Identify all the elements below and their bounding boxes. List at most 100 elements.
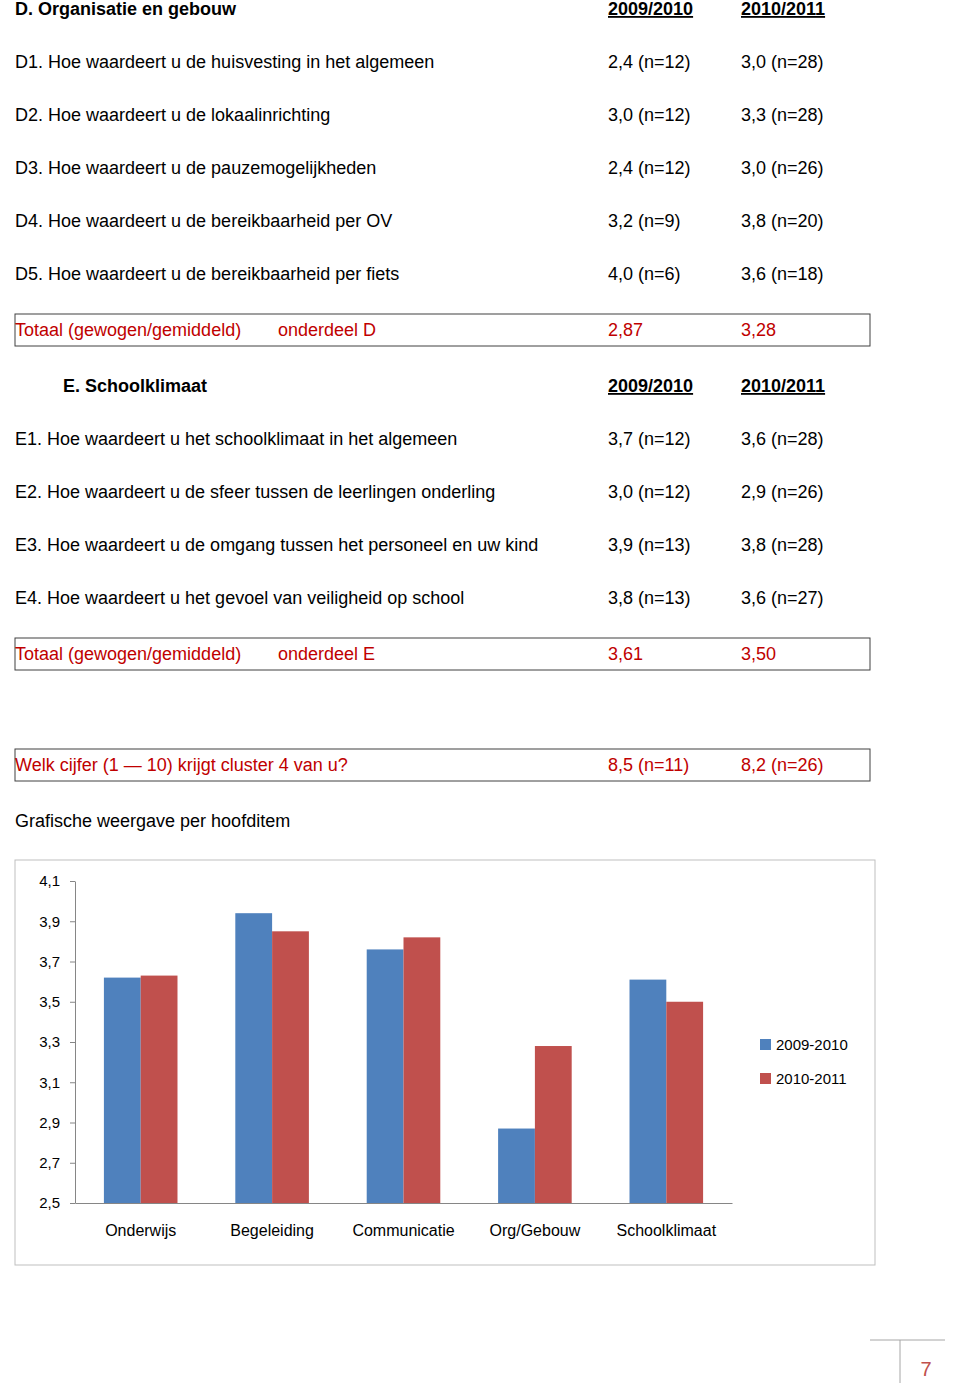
legend-label: 2010-2011 xyxy=(776,1070,847,1087)
score: 3,0 (n=28) xyxy=(741,52,824,72)
column-header: 2010/2011 xyxy=(741,376,825,396)
tick: Schoolklimaat xyxy=(616,1203,716,1239)
tick-label: 3,3 xyxy=(39,1033,60,1050)
score: 3,8 (n=13) xyxy=(608,588,691,608)
score: 3,7 (n=12) xyxy=(608,429,691,449)
question: E1. Hoe waardeert u het schoolklimaat in… xyxy=(15,429,457,449)
tick: Onderwijs xyxy=(105,1203,176,1239)
tick-label: Begeleiding xyxy=(230,1222,314,1239)
chart-heading: Grafische weergave per hoofditem xyxy=(15,811,290,831)
tick-label: Org/Gebouw xyxy=(490,1222,581,1239)
tick-mark xyxy=(70,1082,75,1083)
tick-label: Schoolklimaat xyxy=(616,1222,716,1239)
tick: 3,1 xyxy=(39,1074,75,1091)
tick-label: 2,7 xyxy=(39,1154,60,1171)
x-axis-line xyxy=(76,1203,733,1204)
tick: 3,9 xyxy=(39,913,75,930)
x-axis: Onderwijs Begeleiding Communicatie Org/Gebo… xyxy=(76,1203,733,1239)
score: 3,6 (n=28) xyxy=(741,429,824,449)
overall: Welk cijfer (1 — 10) krijgt cluster 4 va… xyxy=(15,749,870,781)
tick: 2,7 xyxy=(39,1154,75,1171)
question: D5. Hoe waardeert u de bereikbaarheid pe… xyxy=(15,264,399,284)
tick-label: 3,9 xyxy=(39,913,60,930)
tick-label: Onderwijs xyxy=(105,1222,176,1239)
footer-rule xyxy=(870,1340,945,1341)
tick-label: Communicatie xyxy=(352,1222,454,1239)
bar xyxy=(104,978,141,1203)
total-label: Totaal (gewogen/gemiddeld) xyxy=(15,320,241,340)
tick-mark xyxy=(70,962,75,963)
chart-frame xyxy=(15,860,875,1265)
section-heading: E. Schoolklimaat xyxy=(63,376,207,396)
y-axis: 2,5 2,7 2,9 3,1 3,3 3,5 3,7 3,9 4,1 xyxy=(39,872,75,1211)
tick-label: 3,1 xyxy=(39,1074,60,1091)
total-score: 3,50 xyxy=(741,644,776,664)
bar xyxy=(272,931,309,1203)
tick-mark xyxy=(70,881,75,882)
total-label: Totaal (gewogen/gemiddeld) xyxy=(15,644,241,664)
total-score: 3,28 xyxy=(741,320,776,340)
tick: 3,7 xyxy=(39,953,75,970)
tick-mark xyxy=(70,921,75,922)
tick: 4,1 xyxy=(39,872,75,889)
score: 3,0 (n=12) xyxy=(608,482,691,502)
tick: Begeleiding xyxy=(230,1203,314,1239)
question: E3. Hoe waardeert u de omgang tussen het… xyxy=(15,535,538,555)
tick-mark xyxy=(70,1163,75,1164)
tick-mark xyxy=(70,1002,75,1003)
bar xyxy=(367,949,404,1203)
tick-mark xyxy=(70,1042,75,1043)
score: 3,0 (n=26) xyxy=(741,158,824,178)
page-svg: D. Organisatie en gebouw 2009/2010 2010/20… xyxy=(0,0,960,1383)
question: D2. Hoe waardeert u de lokaalinrichting xyxy=(15,105,330,125)
overall-score: 8,5 (n=11) xyxy=(608,755,689,775)
total-box xyxy=(15,314,870,346)
tick: 2,9 xyxy=(39,1114,75,1131)
score: 3,8 (n=20) xyxy=(741,211,824,231)
bar xyxy=(498,1129,535,1203)
score: 3,8 (n=28) xyxy=(741,535,824,555)
y-axis-line xyxy=(75,882,76,1204)
tick: 3,5 xyxy=(39,993,75,1010)
page-number: 7 xyxy=(920,1358,931,1380)
legend-swatch xyxy=(760,1039,771,1050)
score: 3,3 (n=28) xyxy=(741,105,824,125)
legend: 2009-2010 2010-2011 xyxy=(760,1036,848,1087)
total-label: onderdeel D xyxy=(278,320,376,340)
tick: Communicatie xyxy=(352,1203,454,1239)
legend-label: 2009-2010 xyxy=(776,1036,848,1053)
section-heading: D. Organisatie en gebouw xyxy=(15,0,237,19)
total-score: 2,87 xyxy=(608,320,643,340)
total-box xyxy=(15,638,870,670)
question: D1. Hoe waardeert u de huisvesting in he… xyxy=(15,52,434,72)
score: 3,0 (n=12) xyxy=(608,105,691,125)
legend-swatch xyxy=(760,1073,771,1084)
overall-box xyxy=(15,749,870,781)
tick: 2,5 xyxy=(39,1194,75,1211)
score: 4,0 (n=6) xyxy=(608,264,681,284)
tick-mark xyxy=(70,1123,75,1124)
score: 3,6 (n=27) xyxy=(741,588,824,608)
total-score: 3,61 xyxy=(608,644,643,664)
question: D4. Hoe waardeert u de bereikbaarheid pe… xyxy=(15,211,392,231)
score: 3,6 (n=18) xyxy=(741,264,824,284)
score: 2,4 (n=12) xyxy=(608,158,691,178)
column-header: 2009/2010 xyxy=(608,0,693,19)
document: D. Organisatie en gebouw 2009/2010 2010/20… xyxy=(15,0,870,831)
tick-label: 3,5 xyxy=(39,993,60,1010)
question: E2. Hoe waardeert u de sfeer tussen de l… xyxy=(15,482,495,502)
bar xyxy=(404,937,441,1203)
bars xyxy=(104,913,703,1203)
page-footer: 7 xyxy=(870,1340,945,1383)
tick-label: 2,5 xyxy=(39,1194,60,1211)
total-label: onderdeel E xyxy=(278,644,375,664)
tick-label: 2,9 xyxy=(39,1114,60,1131)
bar xyxy=(235,913,272,1203)
tick-label: 4,1 xyxy=(39,872,60,889)
tick-label: 3,7 xyxy=(39,953,60,970)
tick-mark xyxy=(70,1203,75,1204)
score: 3,9 (n=13) xyxy=(608,535,691,555)
footer-rule xyxy=(900,1340,901,1383)
section: E. Schoolklimaat2009/20102010/2011E1. Ho… xyxy=(15,376,870,670)
tick: Org/Gebouw xyxy=(490,1203,581,1239)
